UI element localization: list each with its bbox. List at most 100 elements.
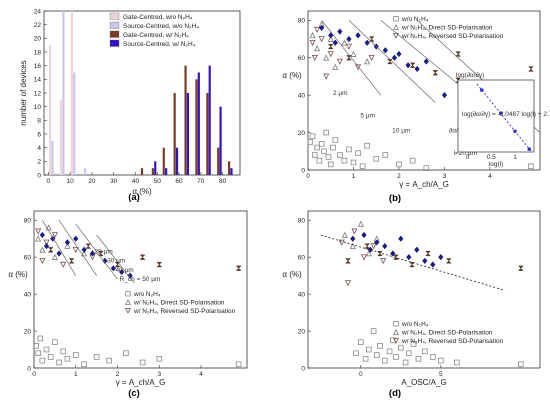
x-tick-label: 1	[74, 371, 78, 378]
data-point	[455, 51, 461, 57]
triangle-down-marker	[393, 337, 399, 344]
square-marker	[373, 155, 380, 162]
data-point	[380, 258, 387, 265]
data-point	[425, 250, 431, 257]
triangle-down-marker	[72, 246, 79, 254]
square-marker	[405, 350, 412, 357]
data-point	[323, 129, 329, 136]
triangle-up-marker	[323, 54, 330, 61]
data-point	[360, 254, 368, 261]
fit-line	[321, 20, 382, 96]
fit-line	[96, 234, 135, 284]
bar	[228, 161, 231, 175]
y-tick-label: 24	[34, 8, 42, 15]
inset-y-title: log(∂α/∂γ)	[456, 72, 484, 79]
data-point	[338, 239, 345, 246]
x-axis-title: γ = A_ch/A_G	[116, 378, 166, 387]
data-point	[337, 28, 343, 35]
annotation-label: l=20 µm	[454, 150, 477, 157]
data-point	[39, 357, 46, 364]
hourglass-marker	[377, 250, 383, 257]
inset-plot: 0 0.5 1 log(l) log(∂α/∂γ) log(∂α/∂γ) = -2.048…	[456, 72, 550, 168]
square-marker	[346, 146, 352, 153]
data-point	[337, 152, 343, 158]
y-tick-label: 40	[298, 92, 306, 99]
hourglass-marker	[47, 247, 54, 253]
data-point	[35, 235, 42, 242]
diamond-marker	[102, 257, 108, 264]
data-point	[441, 92, 448, 99]
diamond-marker	[391, 54, 398, 61]
plot-area	[307, 210, 541, 369]
legend-label: Gate-Centred, w/o N₂H₄	[123, 14, 193, 21]
data-point	[47, 247, 54, 253]
y-tick-label: 12	[34, 90, 42, 97]
data-point	[365, 250, 372, 257]
triangle-up-marker	[81, 250, 88, 257]
x-axis-title: γ = A_ch/A_G	[399, 180, 449, 189]
square-marker	[396, 161, 402, 168]
data-point	[106, 357, 112, 364]
data-point	[361, 231, 367, 239]
diamond-marker	[423, 58, 429, 65]
bar	[59, 99, 63, 175]
data-point	[421, 348, 428, 355]
square-marker	[423, 165, 430, 171]
data-point	[56, 359, 62, 366]
y-axis-title: number of devices	[19, 60, 28, 125]
data-point	[314, 26, 321, 34]
data-point	[374, 239, 380, 246]
data-point	[518, 361, 524, 368]
square-marker	[314, 144, 320, 151]
bar	[195, 79, 198, 175]
data-point	[422, 257, 428, 264]
data-point	[327, 51, 334, 58]
data-point	[332, 39, 338, 46]
triangle-down-marker	[39, 258, 46, 265]
diamond-marker	[414, 65, 420, 73]
square-marker	[386, 348, 393, 355]
bar	[154, 161, 157, 175]
square-marker	[37, 335, 44, 342]
square-marker	[373, 352, 380, 358]
diamond-marker	[337, 28, 343, 35]
data-point	[332, 63, 339, 70]
square-marker	[397, 344, 404, 351]
legend-label: Source-Centred, w/o N₂H₄	[123, 23, 199, 30]
legend: w/o N₂H₄ w/ N₂H₄, Direct SD-Polarisationw…	[393, 320, 504, 345]
y-tick-label: 40	[298, 291, 306, 298]
triangle-up-marker	[64, 242, 71, 249]
diamond-marker	[441, 92, 448, 99]
data-point	[43, 239, 50, 246]
triangle-down-marker	[311, 54, 318, 62]
bar	[62, 11, 65, 175]
data-point	[415, 355, 422, 362]
data-point	[382, 152, 389, 158]
bar	[208, 65, 211, 175]
square-marker	[353, 350, 359, 357]
data-point	[364, 58, 371, 65]
hourglass-marker	[85, 243, 92, 249]
diamond-marker	[396, 50, 402, 58]
diamond-marker	[430, 261, 436, 268]
diamond-marker	[81, 246, 87, 253]
y-tick-label: 10	[34, 104, 42, 111]
data-point	[35, 228, 42, 235]
panel-label-c: (c)	[128, 388, 140, 399]
square-marker	[72, 352, 79, 358]
annotation-label: 30 µm	[107, 258, 125, 265]
triangle-up-marker	[350, 50, 357, 57]
data-point	[414, 246, 420, 253]
y-axis-title: α (%)	[282, 71, 302, 80]
data-point	[370, 328, 377, 334]
square-marker	[327, 161, 334, 168]
square-marker	[337, 152, 343, 158]
data-point	[52, 339, 58, 345]
data-point	[364, 39, 370, 46]
diamond-marker	[350, 235, 356, 242]
data-point	[389, 337, 396, 344]
inset-fit-line	[476, 83, 532, 153]
diamond-marker	[89, 250, 96, 257]
y-tick-label: 80	[298, 218, 306, 225]
legend-label: Source-Centred, w/ N₂H₄	[123, 41, 196, 48]
